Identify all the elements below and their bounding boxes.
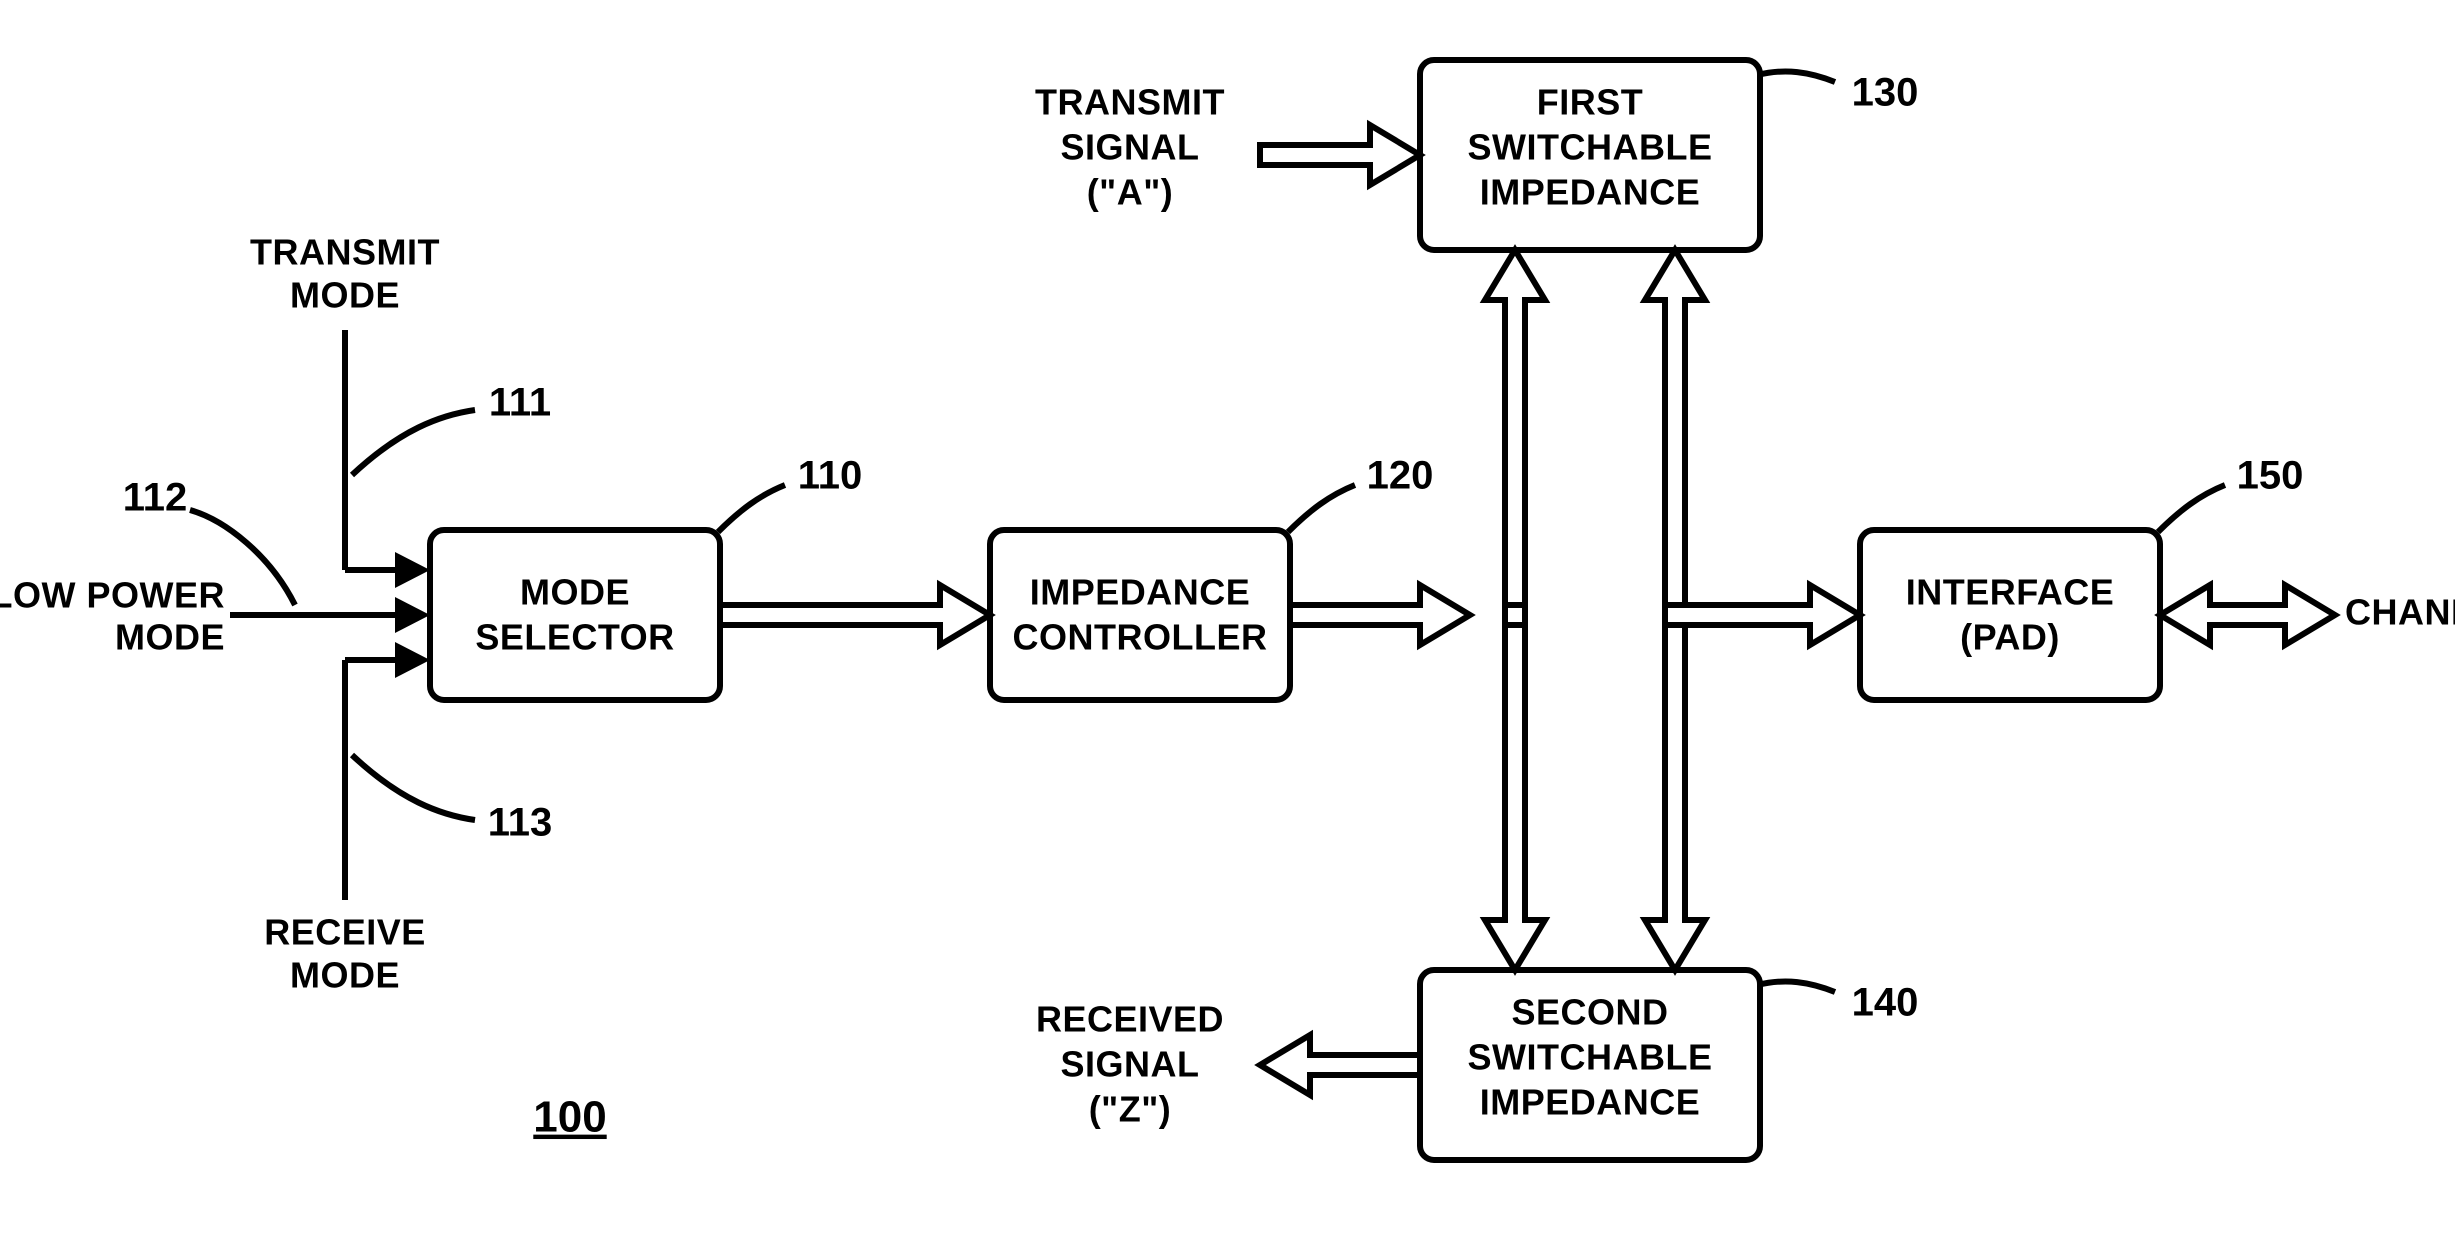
second-impedance-label-1: SECOND bbox=[1511, 992, 1668, 1033]
ref-140-leader bbox=[1758, 981, 1835, 992]
transmit-mode-arrowhead bbox=[395, 552, 430, 588]
receive-mode-label-1: RECEIVE bbox=[264, 912, 426, 953]
interface-pad-box bbox=[1860, 530, 2160, 700]
arrow-received-signal bbox=[1260, 1035, 1420, 1095]
ref-150-leader bbox=[2158, 485, 2225, 532]
arrow-first-to-bus bbox=[1645, 250, 1705, 605]
ref-110: 110 bbox=[798, 454, 863, 498]
arrow-bus-to-second bbox=[1645, 625, 1705, 970]
second-impedance-label-3: IMPEDANCE bbox=[1480, 1082, 1701, 1123]
ref-113-leader bbox=[352, 755, 475, 820]
arrow-pad-to-channel bbox=[2160, 585, 2335, 645]
transmit-mode-label-2: MODE bbox=[290, 275, 400, 316]
ref-112: 112 bbox=[123, 476, 188, 520]
impedance-controller-label-1: IMPEDANCE bbox=[1030, 572, 1251, 613]
ref-111-leader bbox=[352, 410, 475, 475]
receive-mode-arrowhead bbox=[395, 642, 430, 678]
transmit-signal-label-2: SIGNAL bbox=[1060, 127, 1199, 168]
ref-150: 150 bbox=[2237, 454, 2304, 498]
first-impedance-label-2: SWITCHABLE bbox=[1468, 127, 1713, 168]
second-impedance-label-2: SWITCHABLE bbox=[1468, 1037, 1713, 1078]
arrow-ms-to-ic bbox=[720, 585, 990, 645]
received-signal-label-3: ("Z") bbox=[1089, 1089, 1172, 1130]
impedance-controller-label-2: CONTROLLER bbox=[1013, 617, 1268, 658]
received-signal-label-2: SIGNAL bbox=[1060, 1044, 1199, 1085]
ref-113: 113 bbox=[488, 801, 553, 845]
ref-120: 120 bbox=[1367, 454, 1434, 498]
first-impedance-label-1: FIRST bbox=[1537, 82, 1644, 123]
ref-111: 111 bbox=[489, 381, 551, 425]
ref-140: 140 bbox=[1852, 981, 1919, 1025]
impedance-controller-box bbox=[990, 530, 1290, 700]
mode-selector-box bbox=[430, 530, 720, 700]
arrow-ic-to-bus bbox=[1290, 585, 1470, 645]
arrow-ic-to-second bbox=[1485, 605, 1545, 970]
ref-130: 130 bbox=[1852, 71, 1919, 115]
first-impedance-label-3: IMPEDANCE bbox=[1480, 172, 1701, 213]
transmit-mode-label-1: TRANSMIT bbox=[250, 232, 440, 273]
arrow-transmit-signal bbox=[1260, 125, 1420, 185]
receive-mode-label-2: MODE bbox=[290, 955, 400, 996]
arrow-bus-to-pad bbox=[1665, 585, 1860, 645]
figure-ref-100: 100 bbox=[533, 1093, 606, 1142]
ref-110-leader bbox=[718, 485, 785, 532]
ref-130-leader bbox=[1758, 71, 1835, 82]
transmit-signal-label-1: TRANSMIT bbox=[1035, 82, 1225, 123]
channel-label: CHANNEL bbox=[2345, 592, 2455, 633]
low-power-label-2: MODE bbox=[115, 617, 225, 658]
ref-120-leader bbox=[1288, 485, 1355, 532]
mode-selector-label-2: SELECTOR bbox=[475, 617, 674, 658]
low-power-label-1: LOW POWER bbox=[0, 575, 225, 616]
transmit-signal-label-3: ("A") bbox=[1087, 172, 1174, 213]
interface-pad-label-1: INTERFACE bbox=[1906, 572, 2115, 613]
received-signal-label-1: RECEIVED bbox=[1036, 999, 1224, 1040]
arrow-ic-to-first bbox=[1485, 250, 1545, 625]
interface-pad-label-2: (PAD) bbox=[1960, 617, 2060, 658]
low-power-arrowhead bbox=[395, 597, 430, 633]
block-diagram: MODE SELECTOR IMPEDANCE CONTROLLER FIRST… bbox=[0, 0, 2455, 1240]
mode-selector-label-1: MODE bbox=[520, 572, 630, 613]
